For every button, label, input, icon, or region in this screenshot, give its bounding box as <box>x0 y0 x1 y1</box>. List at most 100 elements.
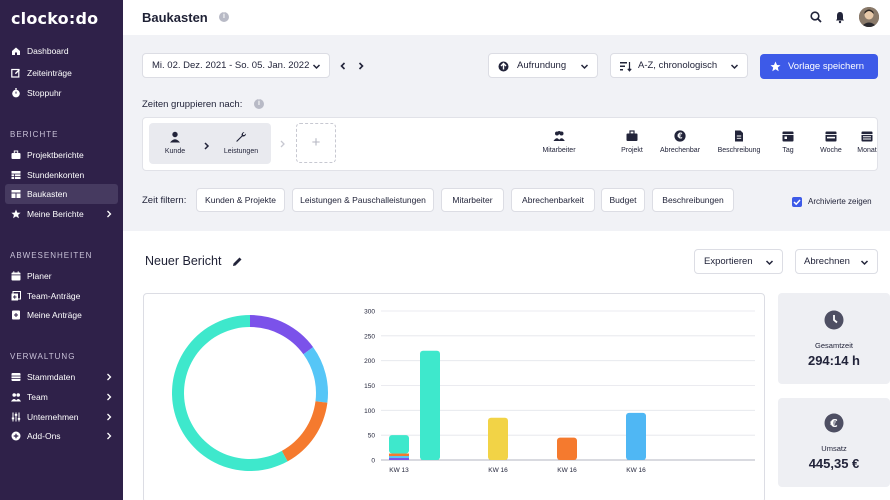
y-tick-label: 50 <box>368 433 376 440</box>
sidebar-item-label: Stoppuhr <box>27 88 62 98</box>
sidebar-item-baukasten[interactable]: Baukasten <box>5 184 118 204</box>
bar-segment[interactable] <box>389 435 409 454</box>
chevron-right-icon <box>107 432 112 440</box>
sidebar-item-label: Stammdaten <box>27 372 76 382</box>
svg-text:€: € <box>676 132 682 141</box>
info-icon[interactable]: i <box>219 12 229 22</box>
prev-period-icon[interactable] <box>339 62 347 70</box>
sort-dropdown[interactable]: A-Z, chronologisch <box>610 53 748 78</box>
sidebar-item-label: Planer <box>27 271 52 281</box>
save-template-button[interactable]: Vorlage speichern <box>760 54 878 79</box>
sidebar-section-title: BERICHTE <box>10 130 59 139</box>
sidebar-item-add-ons[interactable]: Add-Ons <box>0 426 123 446</box>
sidebar-item-label: Dashboard <box>27 46 69 56</box>
bar-segment[interactable] <box>420 350 440 460</box>
donut-slice[interactable] <box>281 401 328 462</box>
clock-icon <box>824 310 844 330</box>
sidebar-item-planer[interactable]: Planer <box>0 266 123 286</box>
revenue-card: € Umsatz 445,35 € <box>778 398 890 487</box>
sidebar: clocko:do Dashboard Zeiteinträge Stoppuhr B… <box>0 0 123 500</box>
grouping-option-projekt[interactable]: Projekt <box>617 130 647 154</box>
filter-chip[interactable]: Abrechenbarkeit <box>511 188 595 212</box>
grouping-option-abrechenbar[interactable]: € Abrechenbar <box>659 130 701 154</box>
chevron-down-icon <box>312 64 321 70</box>
star-icon <box>11 209 21 219</box>
bar-segment[interactable] <box>488 417 508 460</box>
sidebar-item-team-anträge[interactable]: Team-Anträge <box>0 286 123 306</box>
filter-chip[interactable]: Beschreibungen <box>652 188 734 212</box>
sidebar-item-label: Baukasten <box>27 189 68 199</box>
y-tick-label: 0 <box>371 458 375 465</box>
app-logo[interactable]: clocko:do <box>11 9 99 28</box>
stat-label: Umsatz <box>821 444 847 453</box>
rounding-dropdown[interactable]: Aufrundung <box>488 53 598 78</box>
bar-segment[interactable] <box>557 437 577 460</box>
grouping-option-tag[interactable]: Tag <box>777 130 799 154</box>
database-icon <box>11 373 21 381</box>
chevron-down-icon <box>580 64 589 70</box>
bar-segment[interactable] <box>626 412 646 460</box>
bell-icon[interactable] <box>833 10 847 24</box>
sidebar-item-stoppuhr[interactable]: Stoppuhr <box>0 83 123 103</box>
sort-icon <box>620 62 632 72</box>
sidebar-item-unternehmen[interactable]: Unternehmen <box>0 407 123 427</box>
sidebar-item-zeiteinträge[interactable]: Zeiteinträge <box>0 63 123 83</box>
briefcase-icon <box>626 130 638 141</box>
sidebar-item-stammdaten[interactable]: Stammdaten <box>0 367 123 387</box>
page-title: Baukasten <box>142 10 208 25</box>
sidebar-item-team[interactable]: Team <box>0 387 123 407</box>
y-tick-label: 300 <box>364 309 375 316</box>
sidebar-item-label: Add-Ons <box>27 431 61 441</box>
bar-segment[interactable] <box>389 458 409 460</box>
selected-grouping[interactable]: Kunde Leistungen <box>149 123 271 164</box>
chevron-down-icon <box>765 260 774 266</box>
bar-segment[interactable] <box>389 456 409 459</box>
grouping-option-beschreibung[interactable]: Beschreibung <box>711 130 767 154</box>
filter-label: Zeit filtern: <box>142 195 187 206</box>
bar-segment[interactable] <box>389 453 409 457</box>
search-icon[interactable] <box>809 10 823 24</box>
pencil-icon[interactable] <box>232 256 243 267</box>
info-icon[interactable]: i <box>254 99 264 109</box>
grouping-chip-services[interactable]: Leistungen <box>221 131 261 155</box>
sidebar-item-label: Team <box>27 392 48 402</box>
date-range-picker[interactable]: Mi. 02. Dez. 2021 - So. 05. Jan. 2022 <box>142 53 330 78</box>
edit-icon <box>11 68 20 78</box>
svg-text:€: € <box>829 417 838 430</box>
grouping-option-monat[interactable]: Monat <box>852 130 882 154</box>
x-tick-label: KW 16 <box>557 467 577 474</box>
billing-dropdown[interactable]: Abrechnen <box>795 249 878 274</box>
euro-icon: € <box>674 130 686 142</box>
sidebar-item-dashboard[interactable]: Dashboard <box>0 41 123 61</box>
filter-chip[interactable]: Budget <box>601 188 645 212</box>
chevron-right-icon <box>107 393 112 401</box>
sidebar-item-projektberichte[interactable]: Projektberichte <box>0 145 123 165</box>
team-request-icon <box>11 291 21 301</box>
check-icon <box>793 199 801 206</box>
chart-card: 0 50 100 150 200 250 300 KW 13 KW 16 KW 16 KW 16 <box>143 293 765 500</box>
donut-slice[interactable] <box>303 347 328 403</box>
sidebar-item-label: Team-Anträge <box>27 291 81 301</box>
grouping-option-woche[interactable]: Woche <box>814 130 848 154</box>
archived-checkbox[interactable] <box>792 197 802 207</box>
filter-chip[interactable]: Leistungen & Pauschalleistungen <box>292 188 434 212</box>
grouping-option-mitarbeiter[interactable]: Mitarbeiter <box>537 130 581 154</box>
add-grouping-button[interactable]: + <box>296 123 336 163</box>
sidebar-item-label: Zeiteinträge <box>27 68 72 78</box>
filter-chip[interactable]: Kunden & Projekte <box>196 188 285 212</box>
export-dropdown[interactable]: Exportieren <box>694 249 783 274</box>
sidebar-item-meine-anträge[interactable]: Meine Anträge <box>0 305 123 325</box>
archived-label: Archivierte zeigen <box>808 197 872 206</box>
total-time-card: Gesamtzeit 294:14 h <box>778 293 890 384</box>
avatar[interactable] <box>859 7 879 27</box>
grouping-chip-customer[interactable]: Kunde <box>155 131 195 155</box>
donut-slice[interactable] <box>171 315 288 471</box>
donut-slice[interactable] <box>250 315 314 355</box>
stat-value: 294:14 h <box>807 353 861 368</box>
sidebar-item-stundenkonten[interactable]: Stundenkonten <box>0 165 123 185</box>
sidebar-item-label: Projektberichte <box>27 150 84 160</box>
filter-chip[interactable]: Mitarbeiter <box>441 188 504 212</box>
sidebar-item-meine-berichte[interactable]: Meine Berichte <box>0 204 123 224</box>
sliders-icon <box>11 412 21 422</box>
next-period-icon[interactable] <box>357 62 365 70</box>
